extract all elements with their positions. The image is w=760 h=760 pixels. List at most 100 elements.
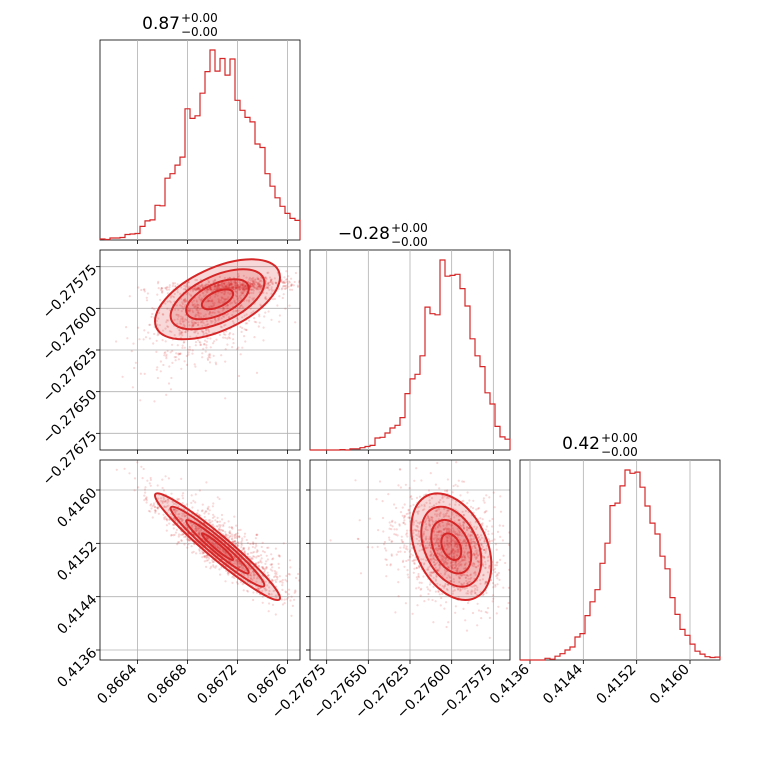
sample-point xyxy=(223,333,226,336)
sample-point xyxy=(197,288,200,291)
sample-point xyxy=(144,486,147,489)
sample-point xyxy=(432,531,435,534)
sample-point xyxy=(430,559,433,562)
sample-point xyxy=(209,288,212,291)
sample-point xyxy=(235,282,238,285)
sample-point xyxy=(196,323,199,327)
sample-point xyxy=(160,497,163,500)
sample-point xyxy=(252,284,255,287)
sample-point xyxy=(218,318,221,321)
sample-point xyxy=(356,537,359,540)
sample-point xyxy=(415,533,418,537)
sample-point xyxy=(201,551,205,554)
sample-point xyxy=(446,530,449,533)
sample-point xyxy=(424,520,427,524)
sample-point xyxy=(483,501,486,504)
sample-point xyxy=(395,528,398,531)
sample-point xyxy=(224,285,227,288)
sample-point xyxy=(294,321,297,324)
sample-point xyxy=(230,301,234,304)
sample-point xyxy=(166,325,169,328)
sample-point xyxy=(154,509,157,512)
sample-point xyxy=(228,284,231,288)
sample-point xyxy=(207,519,210,522)
sample-point xyxy=(164,351,167,354)
sample-point xyxy=(404,602,407,605)
sample-point xyxy=(137,286,140,289)
sample-point xyxy=(445,542,449,545)
sample-point xyxy=(413,528,416,531)
sample-point xyxy=(236,285,239,288)
sample-point xyxy=(264,580,267,583)
sample-point xyxy=(245,299,248,302)
sample-point xyxy=(239,287,242,290)
sample-point xyxy=(507,543,510,546)
sample-point xyxy=(185,300,188,303)
sample-point xyxy=(425,517,428,520)
sample-point xyxy=(252,573,255,576)
sample-point xyxy=(207,300,210,303)
sample-point xyxy=(208,288,211,291)
sample-point xyxy=(226,343,229,346)
sample-point xyxy=(444,584,447,588)
sample-point xyxy=(171,361,174,364)
sample-point xyxy=(184,300,187,303)
sample-point xyxy=(133,366,136,370)
sample-point xyxy=(179,336,183,339)
sample-point xyxy=(228,532,231,535)
sample-point xyxy=(458,530,461,533)
sample-point xyxy=(474,592,477,595)
sample-point xyxy=(204,555,207,558)
sample-point xyxy=(232,541,235,544)
sample-point xyxy=(290,595,293,598)
sample-point xyxy=(232,286,235,289)
sample-point xyxy=(240,544,243,547)
sample-point xyxy=(472,537,475,541)
sample-point xyxy=(287,572,290,576)
sample-point xyxy=(187,348,190,351)
sample-point xyxy=(209,567,212,570)
sample-point xyxy=(235,292,238,295)
sample-point xyxy=(315,278,317,280)
sample-point xyxy=(443,541,446,544)
sample-point xyxy=(473,563,476,566)
sample-point xyxy=(217,319,220,322)
sample-point xyxy=(456,551,459,554)
sample-point xyxy=(128,295,131,298)
sample-point xyxy=(430,555,433,558)
sample-point xyxy=(182,323,185,326)
sample-point xyxy=(242,589,245,592)
sample-point xyxy=(204,369,207,372)
sample-point xyxy=(433,558,436,562)
sample-point xyxy=(446,559,450,562)
sample-point xyxy=(289,566,292,569)
sample-point xyxy=(270,286,273,289)
sample-point xyxy=(269,279,272,282)
sample-point xyxy=(221,529,224,532)
sample-point xyxy=(187,309,190,312)
sample-point xyxy=(412,523,415,526)
sample-point xyxy=(389,563,392,566)
sample-point xyxy=(470,576,473,579)
sample-point xyxy=(327,614,329,616)
sample-point xyxy=(210,288,213,291)
sample-point xyxy=(211,520,214,523)
sample-point xyxy=(225,533,228,537)
sample-point xyxy=(251,578,254,582)
sample-point xyxy=(469,577,472,581)
sample-point xyxy=(203,295,206,298)
sample-point xyxy=(245,288,248,291)
sample-point xyxy=(357,537,360,541)
sample-point xyxy=(480,543,483,547)
sample-point xyxy=(462,567,466,570)
sample-point xyxy=(297,572,300,576)
sample-point xyxy=(492,586,495,589)
sample-point xyxy=(228,281,231,285)
sample-point xyxy=(267,286,270,289)
sample-point xyxy=(241,283,244,287)
sample-point xyxy=(270,278,273,281)
sample-point xyxy=(192,287,196,290)
sample-point xyxy=(179,352,182,356)
sample-point xyxy=(312,285,314,287)
sample-point xyxy=(479,579,482,582)
